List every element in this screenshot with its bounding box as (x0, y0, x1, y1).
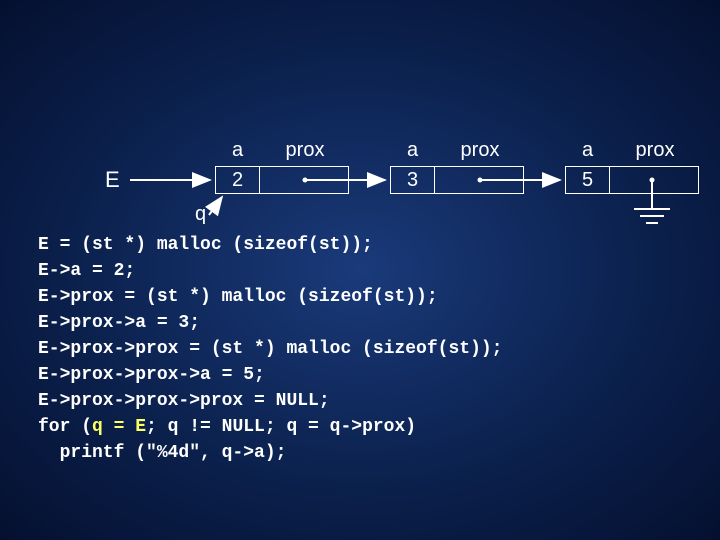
code-line: E->prox = (st *) malloc (sizeof(st)); (38, 284, 502, 310)
code-line: E = (st *) malloc (sizeof(st)); (38, 232, 502, 258)
code-block: E = (st *) malloc (sizeof(st));E->a = 2;… (38, 232, 502, 466)
code-line: E->prox->prox->prox = NULL; (38, 388, 502, 414)
q-arrow (209, 197, 222, 215)
code-line: E->prox->prox->a = 5; (38, 362, 502, 388)
code-line: E->prox->prox = (st *) malloc (sizeof(st… (38, 336, 502, 362)
code-line: E->prox->a = 3; (38, 310, 502, 336)
code-line: printf ("%4d", q->a); (38, 440, 502, 466)
code-line: E->a = 2; (38, 258, 502, 284)
code-line: for (q = E; q != NULL; q = q->prox) (38, 414, 502, 440)
